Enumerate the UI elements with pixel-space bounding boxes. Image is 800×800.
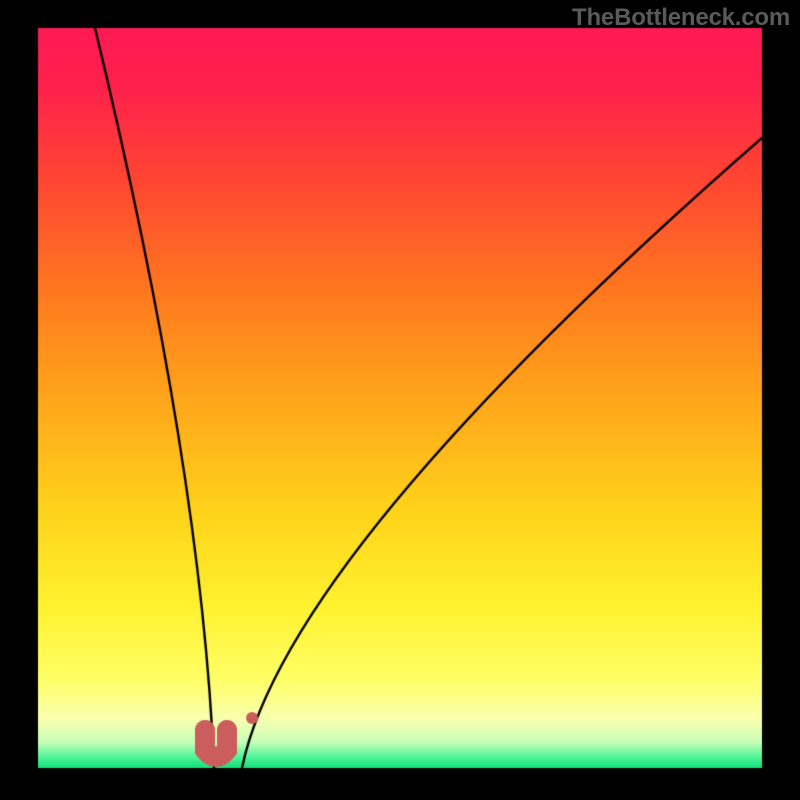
watermark-text: TheBottleneck.com: [572, 4, 790, 32]
bottleneck-chart-canvas: [0, 0, 800, 800]
chart-container: TheBottleneck.com: [0, 0, 800, 800]
